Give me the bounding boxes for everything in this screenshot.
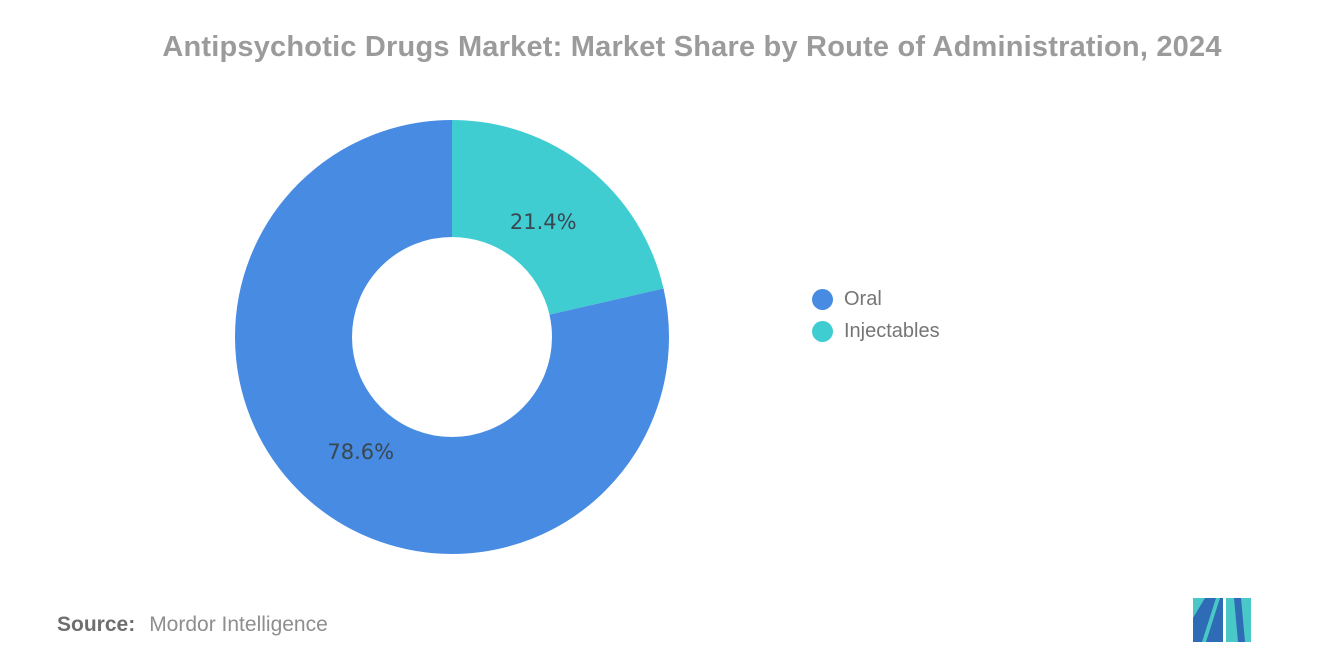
slice-oral bbox=[235, 120, 669, 554]
source-value: Mordor Intelligence bbox=[149, 613, 328, 636]
logo-left-teal-stripe bbox=[1202, 598, 1220, 642]
mordor-intelligence-logo bbox=[1193, 598, 1251, 642]
chart-title: Antipsychotic Drugs Market: Market Share… bbox=[162, 31, 1222, 63]
slice-label-oral: 78.6% bbox=[327, 439, 395, 464]
logo-right-blue-stripe bbox=[1234, 598, 1245, 642]
legend-item-oral: Oral bbox=[812, 288, 940, 311]
legend: Oral Injectables bbox=[812, 288, 940, 343]
source-row: Source: Mordor Intelligence bbox=[57, 613, 328, 637]
donut-chart bbox=[235, 120, 669, 554]
donut-plot: 21.4% 78.6% bbox=[232, 117, 672, 557]
legend-label-oral: Oral bbox=[844, 288, 882, 310]
logo-left-teal-corner bbox=[1193, 598, 1205, 618]
legend-label-injectables: Injectables bbox=[844, 320, 940, 342]
legend-item-injectables: Injectables bbox=[812, 320, 940, 343]
source-label: Source: bbox=[57, 613, 136, 636]
legend-swatch-injectables bbox=[812, 321, 833, 342]
slice-label-injectables: 21.4% bbox=[509, 210, 577, 235]
logo-gap bbox=[1223, 598, 1226, 642]
legend-swatch-oral bbox=[812, 289, 833, 310]
